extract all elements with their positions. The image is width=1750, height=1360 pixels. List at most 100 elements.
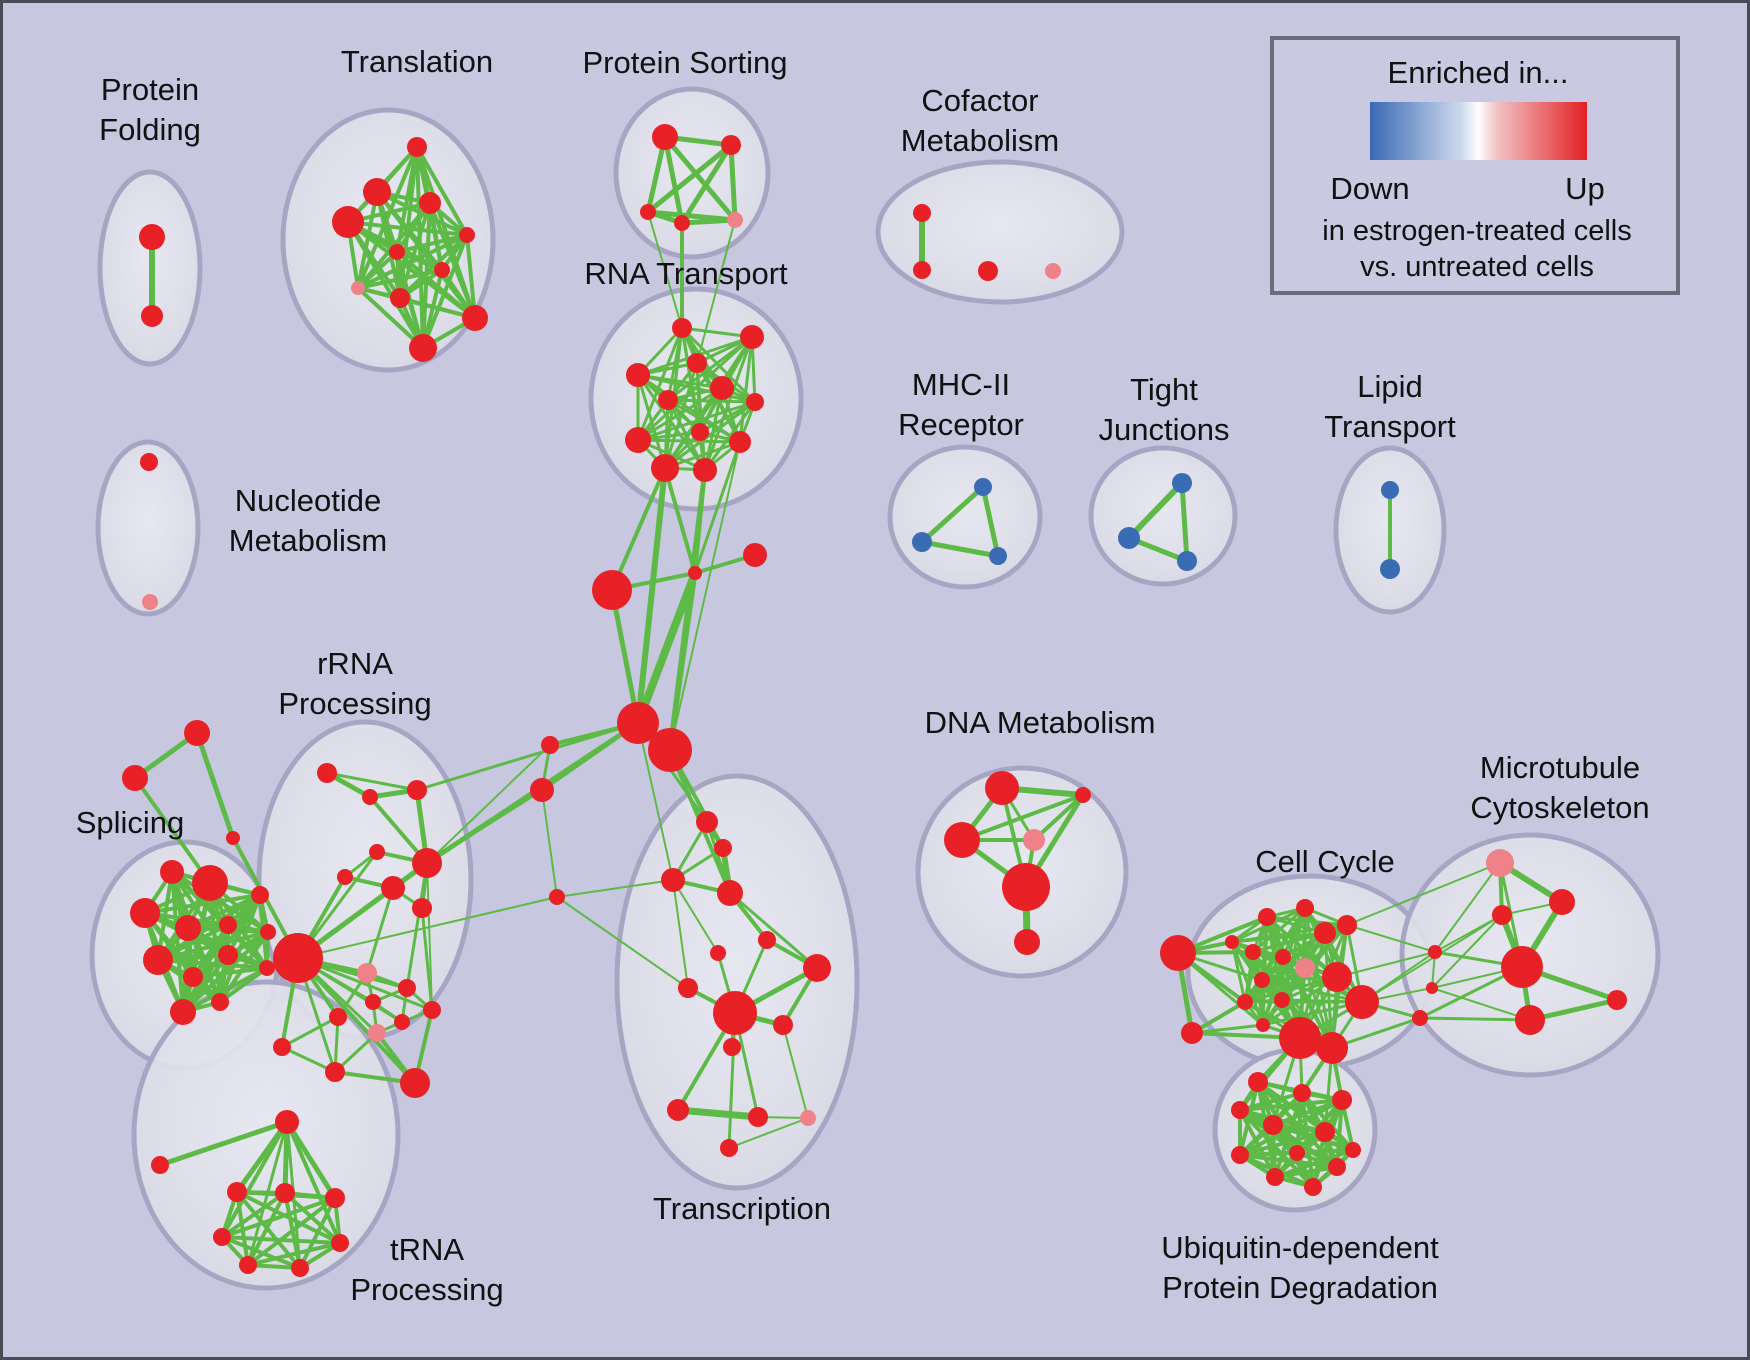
transcription-node-red — [758, 931, 776, 949]
inter-cluster-edge — [1361, 914, 1503, 1003]
inter-cluster-edge — [696, 219, 736, 364]
transcription-edge — [728, 1117, 809, 1149]
translation-edge — [346, 220, 425, 350]
protein-sorting-edge — [662, 134, 738, 223]
ubiquitin-degradation-node-red — [1266, 1168, 1284, 1186]
trna-processing-label: tRNA — [390, 1232, 464, 1267]
legend-up-label: Up — [1565, 171, 1605, 206]
ubiquitin-degradation-node-red — [1289, 1145, 1305, 1161]
transcription-edge — [727, 1011, 737, 1150]
lipid-transport-label: Lipid — [1357, 369, 1423, 404]
rrna-processing-label: rRNA — [317, 646, 393, 681]
inter-cluster-edge — [1336, 951, 1436, 978]
splicing-edge — [181, 930, 270, 1014]
transcription-edge — [674, 1106, 762, 1121]
tight-junctions-node-blue — [1118, 527, 1140, 549]
cell-cycle-node-red — [1258, 908, 1276, 926]
rna-transport-edge — [666, 398, 742, 444]
trna-processing-edge — [157, 1119, 290, 1168]
splicing-node-red — [143, 945, 173, 975]
rna-transport-node-red — [740, 325, 764, 349]
protein-sorting-edge — [679, 142, 734, 226]
microtubule-cytoskeleton-node-red — [1428, 945, 1442, 959]
trna-processing-edge — [285, 1120, 342, 1245]
transcription-node-red — [696, 811, 718, 833]
protein-folding-node-red — [141, 305, 163, 327]
trna-processing-ellipse — [131, 979, 401, 1291]
legend-subtitle: vs. untreated cells — [1360, 251, 1594, 283]
translation-node-red — [462, 305, 488, 331]
splicing-edge — [156, 893, 262, 962]
microtubule-cytoskeleton-node-red — [1412, 1010, 1428, 1026]
rrna-processing-node-red — [325, 1062, 345, 1082]
splicing-node-red — [251, 886, 269, 904]
inter-cluster-edge — [541, 789, 558, 898]
dna-metabolism-edge — [960, 793, 1085, 842]
translation-edge — [346, 220, 469, 237]
protein-folding-node-red — [139, 224, 165, 250]
ubiquitin-degradation-label: Ubiquitin-dependent — [1161, 1230, 1439, 1265]
cofactor-metabolism-node-red — [913, 204, 931, 222]
translation-edge — [356, 286, 425, 350]
legend-box — [1270, 36, 1680, 295]
protein-sorting-ellipse — [613, 86, 771, 260]
tight-junctions-edge — [1126, 480, 1185, 541]
dna-metabolism-node-red — [1014, 929, 1040, 955]
ubiquitin-degradation-node-red — [1263, 1115, 1283, 1135]
rrna-processing-node-red — [317, 763, 337, 783]
cofactor-metabolism-node-pink — [1045, 263, 1061, 279]
trna-processing-edge — [298, 1196, 337, 1270]
trna-processing-node-red — [275, 1110, 299, 1134]
microtubule-cytoskeleton-node-red — [1607, 990, 1627, 1010]
splicing-edge — [156, 930, 270, 962]
translation-node-red — [459, 227, 475, 243]
ubiquitin-degradation-label: Protein Degradation — [1162, 1270, 1438, 1305]
ubiquitin-degradation-edge — [1238, 1098, 1344, 1112]
ubiquitin-degradation-edge — [1238, 1130, 1327, 1157]
protein-sorting-label: Protein Sorting — [582, 45, 787, 80]
transcription-edge — [672, 879, 689, 989]
cofactor-metabolism-node-red — [913, 261, 931, 279]
rrna-processing-node-red — [184, 720, 210, 746]
rrna-processing-edge — [296, 956, 417, 1085]
rrna-processing-node-red — [400, 1068, 430, 1098]
cell-cycle-node-red — [1314, 922, 1336, 944]
mhc-ii-receptor-ellipse — [887, 444, 1043, 590]
cell-cycle-node-red — [1345, 985, 1379, 1019]
trna-processing-edge — [220, 1196, 337, 1239]
inter-cluster-edge — [426, 744, 551, 864]
mhc-ii-receptor-node-blue — [989, 547, 1007, 565]
transcription-node-red — [717, 880, 743, 906]
protein-sorting-edge — [679, 217, 738, 226]
mhc-ii-receptor-edge — [919, 539, 1001, 559]
inter-cluster-edge — [1346, 862, 1501, 926]
cofactor-metabolism-label: Metabolism — [901, 123, 1060, 158]
rrna-processing-node-red — [273, 1038, 291, 1056]
translation-edge — [428, 201, 477, 320]
ubiquitin-degradation-edge — [1271, 1123, 1355, 1152]
dna-metabolism-node-red — [944, 822, 980, 858]
backbone-node-red — [617, 702, 659, 744]
microtubule-cytoskeleton-node-red — [1492, 905, 1512, 925]
inter-cluster-edge — [669, 441, 741, 751]
protein-sorting-node-pink — [727, 212, 743, 228]
cell-cycle-node-red — [1245, 944, 1261, 960]
rrna-processing-node-red — [337, 869, 353, 885]
transcription-node-red — [720, 1139, 738, 1157]
rrna-processing-node-red — [369, 844, 385, 860]
nucleotide-metabolism-ellipse — [95, 439, 201, 617]
translation-edge — [356, 233, 469, 290]
rna-transport-edge — [666, 335, 754, 402]
translation-edge — [415, 145, 469, 237]
inter-cluster-edge — [297, 896, 558, 959]
tight-junctions-edge — [1179, 480, 1190, 564]
backbone-node-red — [530, 778, 554, 802]
ubiquitin-degradation-edge — [1295, 1148, 1355, 1155]
transcription-label: Transcription — [653, 1191, 831, 1226]
mhc-ii-receptor-node-blue — [912, 532, 932, 552]
inter-cluster-edge — [693, 440, 742, 575]
rrna-processing-node-red — [273, 933, 323, 983]
tight-junctions-node-blue — [1177, 551, 1197, 571]
